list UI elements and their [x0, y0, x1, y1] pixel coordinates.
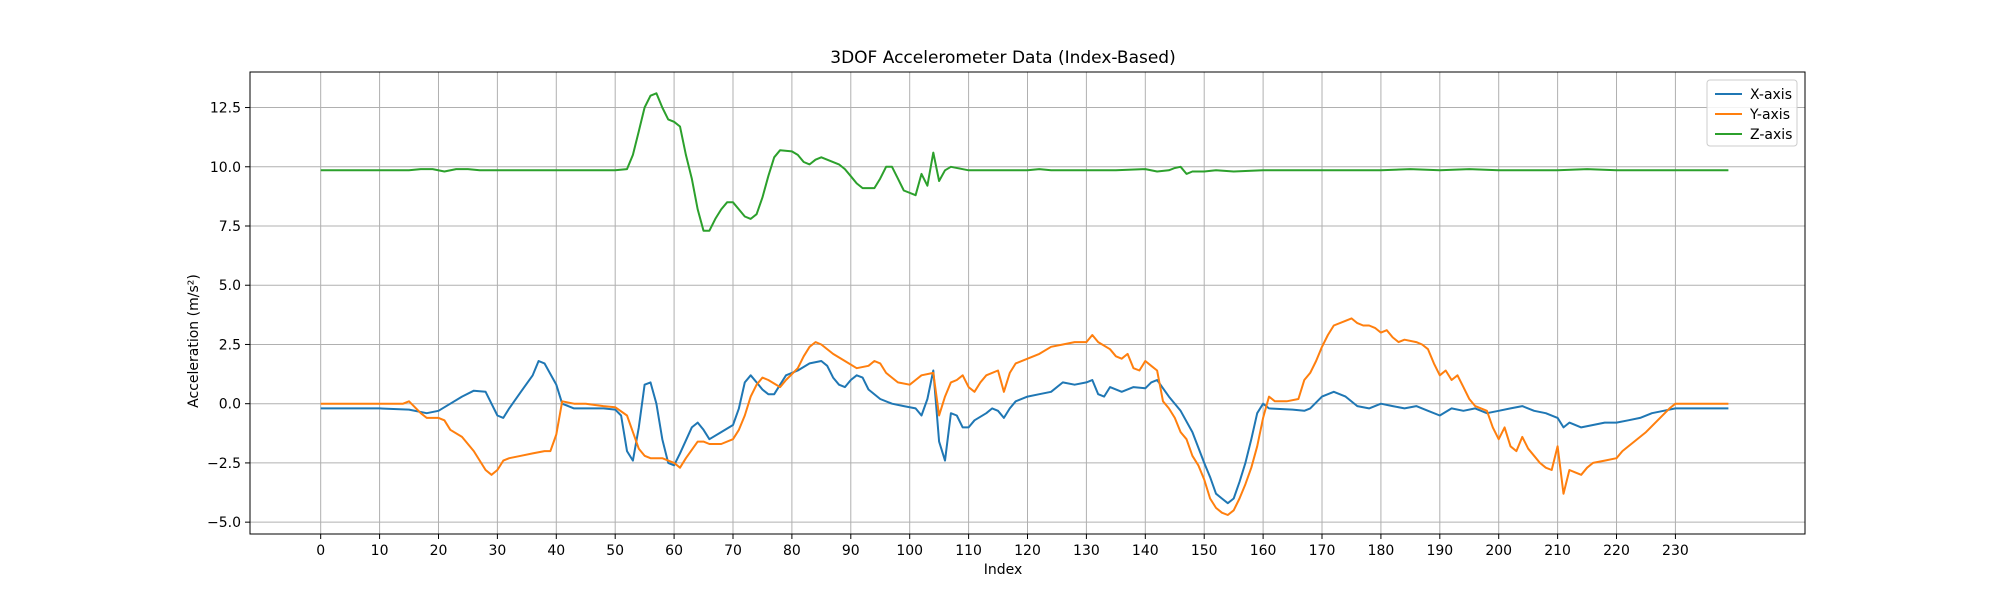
x-tick-label: 170: [1309, 543, 1336, 559]
legend-label: X-axis: [1750, 87, 1792, 103]
y-tick-label: 10.0: [210, 160, 241, 176]
y-tick-label: 12.5: [210, 101, 241, 117]
x-tick-label: 0: [316, 543, 325, 559]
chart-title: 3DOF Accelerometer Data (Index-Based): [830, 48, 1175, 68]
x-tick-label: 30: [488, 543, 506, 559]
legend-label: Y-axis: [1749, 107, 1790, 123]
y-tick-label: 7.5: [219, 219, 241, 235]
y-axis-ticks: −5.0 −2.5 0.0 2.5 5.0 7.5 10.0 12.5: [207, 101, 250, 531]
x-tick-label: 180: [1368, 543, 1395, 559]
x-tick-label: 60: [665, 543, 683, 559]
y-tick-label: 5.0: [219, 278, 241, 294]
x-tick-label: 110: [955, 543, 982, 559]
y-tick-label: 0.0: [219, 397, 241, 413]
x-tick-label: 70: [724, 543, 742, 559]
legend-label: Z-axis: [1750, 127, 1792, 143]
x-tick-label: 220: [1603, 543, 1630, 559]
x-tick-label: 10: [371, 543, 389, 559]
x-tick-label: 190: [1426, 543, 1453, 559]
x-tick-label: 150: [1191, 543, 1218, 559]
x-axis-label: Index: [984, 562, 1023, 578]
series-lines: [320, 92, 1729, 516]
x-tick-label: 200: [1485, 543, 1512, 559]
y-tick-label: 2.5: [219, 337, 241, 353]
series-line-x-axis: [320, 360, 1729, 505]
x-tick-label: 100: [896, 543, 923, 559]
legend-box: [1706, 79, 1798, 147]
x-tick-label: 50: [606, 543, 624, 559]
y-tick-label: −5.0: [207, 515, 241, 531]
x-tick-label: 160: [1250, 543, 1277, 559]
series-line-z-axis: [320, 92, 1729, 232]
y-tick-label: −2.5: [207, 456, 241, 472]
x-tick-label: 140: [1132, 543, 1159, 559]
x-tick-label: 20: [430, 543, 448, 559]
x-tick-label: 230: [1662, 543, 1689, 559]
x-tick-label: 120: [1014, 543, 1041, 559]
x-tick-label: 130: [1073, 543, 1100, 559]
y-axis-label: Acceleration (m/s²): [186, 274, 202, 408]
legend: X-axis Y-axis Z-axis: [1706, 79, 1798, 147]
x-tick-label: 210: [1544, 543, 1571, 559]
x-tick-label: 40: [547, 543, 565, 559]
series-line-y-axis: [320, 317, 1729, 516]
x-tick-label: 80: [783, 543, 801, 559]
x-axis-ticks: 0 10 20 30 40 50 60 70 80 90 100 110 120 130 140 150 160…: [316, 534, 1689, 559]
x-tick-label: 90: [842, 543, 860, 559]
